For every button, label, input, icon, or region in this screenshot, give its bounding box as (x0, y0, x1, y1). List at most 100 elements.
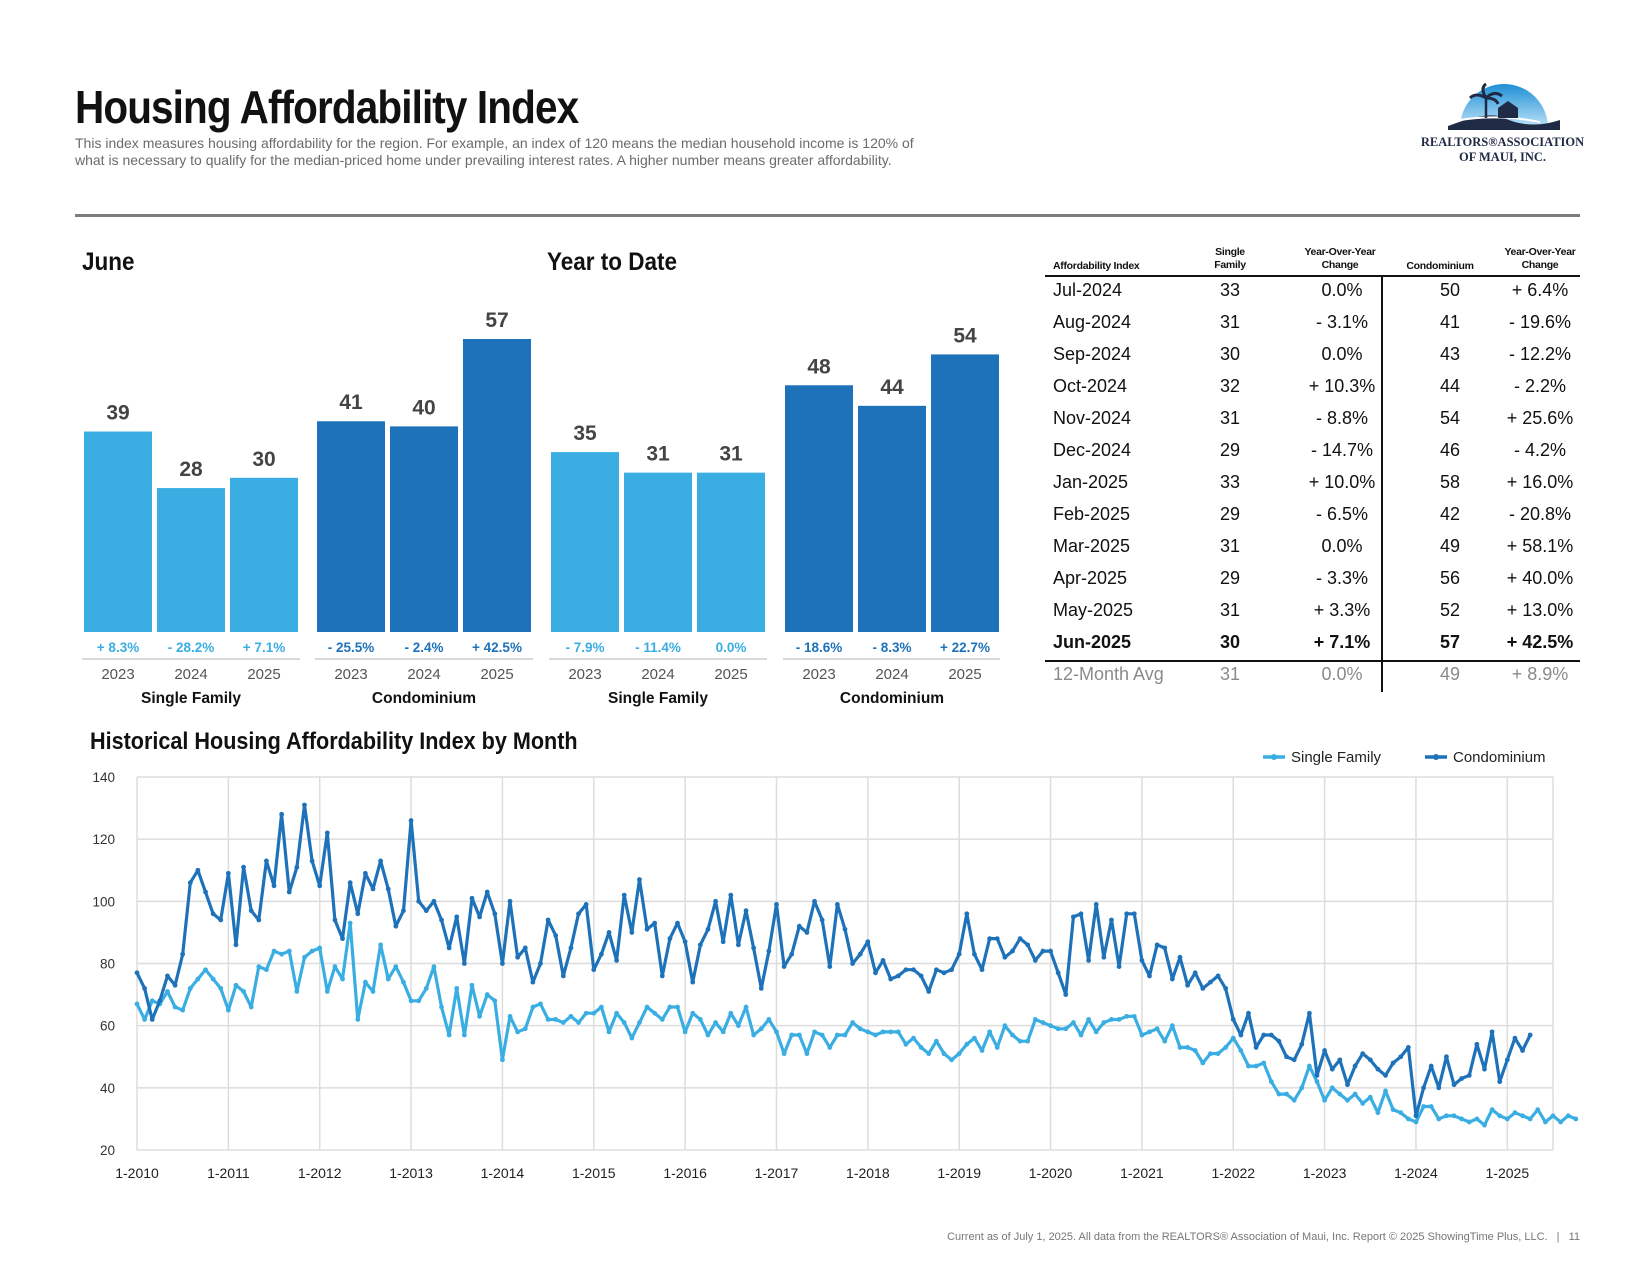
bar (624, 472, 692, 632)
data-point (1154, 942, 1160, 948)
table-cell: + 42.5% (1506, 632, 1574, 652)
data-point (720, 939, 726, 945)
group-label: Condominium (372, 690, 476, 707)
table-cell: 0.0% (1321, 344, 1363, 364)
year-tick-label: 2023 (334, 666, 367, 683)
data-point (1367, 1094, 1373, 1100)
data-point (522, 1026, 528, 1032)
data-point (172, 982, 178, 988)
data-point (1162, 1038, 1168, 1044)
x-tick-label: 1-2012 (298, 1165, 342, 1180)
subtitle-line-2: what is necessary to qualify for the med… (75, 152, 892, 168)
data-point (203, 967, 208, 973)
table-cell: + 25.6% (1506, 408, 1574, 428)
data-point (264, 967, 269, 973)
subtitle-line-1: This index measures housing affordabilit… (75, 135, 914, 151)
data-point (187, 880, 193, 886)
data-point (469, 982, 475, 988)
data-point (538, 961, 543, 966)
logo-line-1: REALTORS®ASSOCIATION (1420, 135, 1585, 149)
data-point (393, 964, 399, 970)
data-point (743, 1004, 749, 1010)
data-point (697, 1017, 703, 1022)
data-point (1185, 982, 1190, 988)
data-point (530, 979, 536, 985)
data-point (598, 1004, 604, 1010)
data-point (568, 945, 574, 951)
table-cell: 0.0% (1321, 280, 1363, 300)
data-point (1352, 1091, 1358, 1097)
table-cell: 30 (1219, 344, 1241, 364)
data-point (1314, 1073, 1320, 1078)
data-point (1268, 1032, 1274, 1038)
data-point (834, 1032, 840, 1038)
table-cell: Dec-2024 (1053, 440, 1132, 460)
bar-value-label: 57 (485, 309, 508, 332)
logo-line-2: OF MAUI, INC. (1458, 150, 1547, 164)
data-point (1489, 1029, 1495, 1035)
legend-label: Single Family (1291, 749, 1382, 766)
table-cell: - 14.7% (1310, 440, 1374, 460)
data-point (1215, 1051, 1221, 1057)
data-point (842, 926, 848, 932)
data-point (1299, 1085, 1305, 1091)
data-point (172, 1004, 178, 1010)
table-cell: Apr-2025 (1053, 568, 1128, 588)
data-point (142, 1017, 148, 1022)
data-point (1489, 1107, 1495, 1112)
data-point (1055, 970, 1061, 976)
data-point (1436, 1116, 1442, 1122)
data-point (408, 998, 414, 1004)
data-point (241, 989, 246, 994)
data-point (576, 1020, 581, 1025)
data-point (500, 961, 505, 966)
data-point (918, 973, 924, 979)
data-point (1352, 1063, 1358, 1069)
bar (317, 421, 385, 632)
data-point (431, 964, 437, 970)
data-point (1345, 1082, 1350, 1088)
data-point (903, 1041, 909, 1047)
table-cell: 42 (1439, 504, 1461, 524)
data-point (644, 1004, 650, 1010)
logo: REALTORS®ASSOCIATION OF MAUI, INC. (1420, 70, 1585, 164)
data-point (279, 811, 285, 817)
bar-value-label: 39 (106, 402, 129, 425)
data-point (1032, 1017, 1038, 1022)
bar (390, 426, 458, 632)
x-tick-label: 1-2011 (207, 1165, 250, 1180)
data-point (225, 1007, 231, 1013)
data-point (233, 982, 239, 988)
data-point (1390, 1107, 1396, 1112)
data-point (294, 864, 300, 870)
table-cell: + 6.4% (1511, 280, 1569, 300)
data-point (157, 998, 163, 1004)
yoy-change-label: - 18.6% (796, 640, 843, 655)
table-cell: Oct-2024 (1053, 376, 1128, 396)
bar (157, 488, 225, 632)
data-point (1169, 1023, 1175, 1029)
data-point (682, 939, 688, 945)
data-point (1337, 1091, 1343, 1097)
data-point (1238, 1032, 1244, 1038)
table-cell: - 8.8% (1315, 408, 1369, 428)
data-point (500, 1057, 505, 1063)
data-point (941, 970, 947, 976)
data-point (728, 892, 734, 898)
table-cell: + 16.0% (1506, 472, 1574, 492)
data-point (1421, 1085, 1426, 1091)
data-point (1208, 979, 1213, 985)
data-point (1139, 957, 1145, 963)
data-point (1504, 1057, 1510, 1063)
y-tick-label: 140 (92, 770, 115, 785)
data-point (340, 936, 345, 942)
data-point (317, 945, 323, 951)
data-point (271, 883, 277, 889)
y-tick-label: 100 (92, 894, 115, 909)
table-cell: 41 (1439, 312, 1461, 332)
logo-emblem-icon (1448, 82, 1560, 130)
table-cell: 29 (1219, 440, 1241, 460)
yoy-change-label: + 7.1% (243, 640, 285, 655)
data-point (355, 911, 361, 917)
bar (697, 472, 765, 632)
